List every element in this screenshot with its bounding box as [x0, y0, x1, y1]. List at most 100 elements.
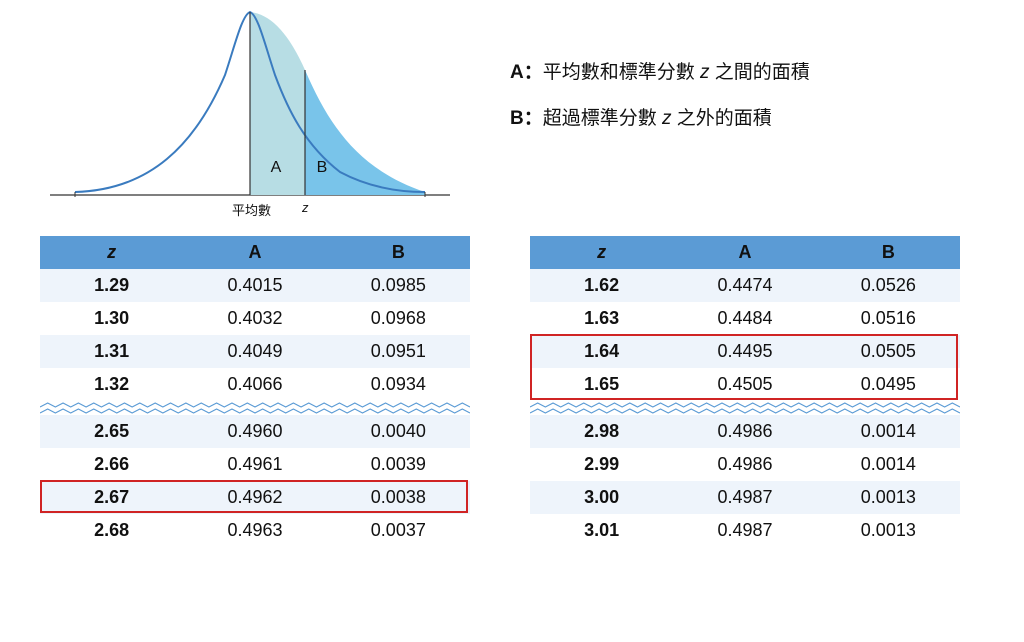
cell-a: 0.4986	[673, 448, 816, 481]
z-axis-label: z	[302, 200, 309, 215]
left-bottom-wrap: 2.650.49600.00402.660.49610.00392.670.49…	[40, 415, 470, 547]
right-table-stack: z A B 1.620.44740.05261.630.44840.05161.…	[530, 236, 960, 547]
cell-b: 0.0526	[817, 269, 960, 302]
cell-z: 3.00	[530, 481, 673, 514]
left-bottom-table: 2.650.49600.00402.660.49610.00392.670.49…	[40, 415, 470, 547]
cell-b: 0.0040	[327, 415, 470, 448]
tables-row: z A B 1.290.40150.09851.300.40320.09681.…	[0, 236, 1024, 547]
cell-z: 1.65	[530, 368, 673, 401]
cell-z: 1.31	[40, 335, 183, 368]
cell-z: 2.99	[530, 448, 673, 481]
cell-a: 0.4505	[673, 368, 816, 401]
table-row: 2.680.49630.0037	[40, 514, 470, 547]
table-row: 1.300.40320.0968	[40, 302, 470, 335]
cell-a: 0.4960	[183, 415, 326, 448]
cell-b: 0.0495	[817, 368, 960, 401]
cell-b: 0.0038	[327, 481, 470, 514]
table-row: 3.010.49870.0013	[530, 514, 960, 547]
cell-b: 0.0039	[327, 448, 470, 481]
cell-a: 0.4986	[673, 415, 816, 448]
table-row: 2.670.49620.0038	[40, 481, 470, 514]
cell-b: 0.0985	[327, 269, 470, 302]
normal-curve-svg: A B	[30, 0, 470, 230]
cell-a: 0.4962	[183, 481, 326, 514]
cell-z: 2.98	[530, 415, 673, 448]
cell-a: 0.4963	[183, 514, 326, 547]
left-top-wrap: z A B 1.290.40150.09851.300.40320.09681.…	[40, 236, 470, 401]
legend: A：平均數和標準分數 z 之間的面積 B：超過標準分數 z 之外的面積	[510, 50, 810, 141]
cell-b: 0.0037	[327, 514, 470, 547]
table-row: 2.980.49860.0014	[530, 415, 960, 448]
cell-a: 0.4987	[673, 514, 816, 547]
table-row: 1.640.44950.0505	[530, 335, 960, 368]
legend-b-t2: 之外的面積	[672, 108, 772, 129]
cell-z: 1.63	[530, 302, 673, 335]
top-row: A B 平均數 z A：平均數和標準分數 z 之間的面積 B：超過標準分數 z …	[0, 0, 1024, 230]
cell-b: 0.0934	[327, 368, 470, 401]
region-b-label: B	[317, 159, 328, 176]
cell-z: 1.32	[40, 368, 183, 401]
cell-z: 2.67	[40, 481, 183, 514]
cell-b: 0.0013	[817, 514, 960, 547]
cell-b: 0.0951	[327, 335, 470, 368]
cell-z: 2.68	[40, 514, 183, 547]
table-row: 2.650.49600.0040	[40, 415, 470, 448]
normal-curve-diagram: A B 平均數 z	[30, 0, 470, 230]
legend-line-b: B：超過標準分數 z 之外的面積	[510, 96, 810, 142]
cell-b: 0.0014	[817, 415, 960, 448]
table-row: 1.650.45050.0495	[530, 368, 960, 401]
cell-b: 0.0968	[327, 302, 470, 335]
tear-right	[530, 401, 960, 415]
cell-z: 1.29	[40, 269, 183, 302]
legend-a-t2: 之間的面積	[710, 62, 810, 83]
region-a-label: A	[271, 159, 282, 176]
cell-z: 1.62	[530, 269, 673, 302]
legend-b-t1: 超過標準分數	[543, 108, 662, 129]
table-row: 1.310.40490.0951	[40, 335, 470, 368]
cell-b: 0.0516	[817, 302, 960, 335]
th-b: B	[327, 236, 470, 269]
legend-a-z: z	[700, 62, 710, 83]
table-row: 2.660.49610.0039	[40, 448, 470, 481]
right-top-table: z A B 1.620.44740.05261.630.44840.05161.…	[530, 236, 960, 401]
left-top-table: z A B 1.290.40150.09851.300.40320.09681.…	[40, 236, 470, 401]
cell-z: 1.30	[40, 302, 183, 335]
cell-b: 0.0014	[817, 448, 960, 481]
th-b: B	[817, 236, 960, 269]
mean-axis-label: 平均數	[232, 200, 271, 219]
table-row: 3.000.49870.0013	[530, 481, 960, 514]
legend-line-a: A：平均數和標準分數 z 之間的面積	[510, 50, 810, 96]
th-a: A	[673, 236, 816, 269]
cell-b: 0.0013	[817, 481, 960, 514]
cell-a: 0.4474	[673, 269, 816, 302]
cell-a: 0.4961	[183, 448, 326, 481]
th-z: z	[530, 236, 673, 269]
cell-z: 1.64	[530, 335, 673, 368]
region-b-shape	[305, 70, 425, 195]
cell-a: 0.4049	[183, 335, 326, 368]
cell-a: 0.4495	[673, 335, 816, 368]
right-top-wrap: z A B 1.620.44740.05261.630.44840.05161.…	[530, 236, 960, 401]
cell-a: 0.4015	[183, 269, 326, 302]
left-table-stack: z A B 1.290.40150.09851.300.40320.09681.…	[40, 236, 470, 547]
cell-a: 0.4484	[673, 302, 816, 335]
cell-z: 2.65	[40, 415, 183, 448]
th-z: z	[40, 236, 183, 269]
right-bottom-table: 2.980.49860.00142.990.49860.00143.000.49…	[530, 415, 960, 547]
table-row: 2.990.49860.0014	[530, 448, 960, 481]
cell-z: 3.01	[530, 514, 673, 547]
table-row: 1.630.44840.0516	[530, 302, 960, 335]
cell-a: 0.4066	[183, 368, 326, 401]
cell-b: 0.0505	[817, 335, 960, 368]
legend-a-prefix: A：	[510, 62, 543, 83]
cell-a: 0.4987	[673, 481, 816, 514]
table-row: 1.620.44740.0526	[530, 269, 960, 302]
cell-a: 0.4032	[183, 302, 326, 335]
legend-a-t1: 平均數和標準分數	[543, 62, 700, 83]
table-row: 1.320.40660.0934	[40, 368, 470, 401]
table-row: 1.290.40150.0985	[40, 269, 470, 302]
legend-b-z: z	[662, 108, 672, 129]
cell-z: 2.66	[40, 448, 183, 481]
tear-left	[40, 401, 470, 415]
th-a: A	[183, 236, 326, 269]
